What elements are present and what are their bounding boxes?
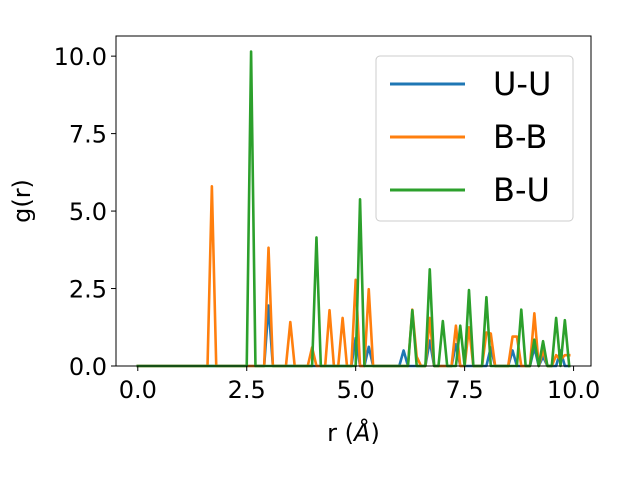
- legend-label-b-u: B-U: [493, 171, 550, 209]
- legend-label-b-b: B-B: [493, 118, 547, 156]
- y-tick-label: 0.0: [69, 353, 107, 381]
- y-tick-label: 5.0: [69, 198, 107, 226]
- x-tick-label: 2.5: [228, 376, 266, 404]
- legend: U-U B-B B-U: [375, 55, 574, 222]
- y-tick-label: 10.0: [54, 43, 107, 71]
- plot-frame: [115, 35, 592, 367]
- x-axis-label: r (Å): [327, 418, 380, 447]
- legend-box: [375, 55, 574, 222]
- x-tick-label: 0.0: [119, 376, 157, 404]
- ticks-layer: 0.0 2.5 5.0 7.5 10.0 0.0 2.5 5.0 7.5 10.0: [54, 43, 601, 404]
- x-tick-label: 10.0: [547, 376, 600, 404]
- y-tick-label: 7.5: [69, 121, 107, 149]
- y-tick-label: 2.5: [69, 276, 107, 304]
- x-tick-label: 7.5: [446, 376, 484, 404]
- legend-label-u-u: U-U: [493, 65, 551, 103]
- y-axis-label: g(r): [8, 179, 36, 223]
- legend-entries: U-U B-B B-U: [390, 65, 551, 209]
- x-tick-label: 5.0: [337, 376, 375, 404]
